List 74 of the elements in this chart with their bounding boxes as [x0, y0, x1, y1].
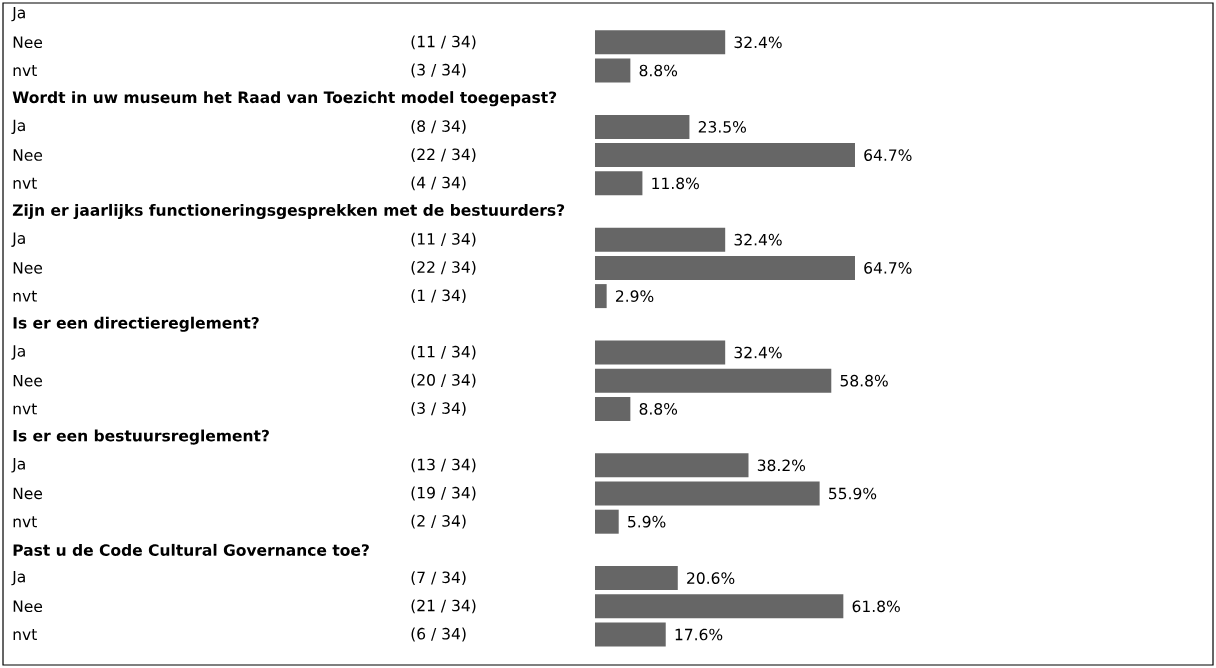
y-tick-label: Is er een bestuursreglement?: [13, 429, 269, 445]
data-label: 8.8%: [639, 403, 678, 415]
text: (19 / 34): [411, 486, 476, 501]
y-tick-label: Ja: [11, 119, 25, 135]
bar: [595, 396, 631, 421]
bar: [595, 453, 749, 478]
data-label: 32.4%: [734, 233, 782, 246]
text: (22 / 34): [411, 148, 476, 162]
text: (8 / 34): [411, 119, 466, 134]
data-label: 32.4%: [734, 36, 782, 49]
text: (6 / 34): [411, 627, 466, 642]
y-tick-label: nvt: [13, 65, 37, 76]
data-label: 20.6%: [687, 572, 735, 584]
y-tick-label: Ja: [11, 458, 25, 473]
data-label: 61.8%: [852, 600, 900, 613]
text: (7 / 34): [411, 571, 466, 585]
y-tick-label: nvt: [13, 516, 37, 528]
y-tick-label: Nee: [13, 262, 43, 274]
data-label: 23.5%: [698, 121, 746, 133]
y-tick-label: Ja: [11, 6, 25, 22]
data-label: 64.7%: [864, 262, 912, 274]
text: (4 / 34): [411, 176, 466, 191]
data-label: 2.9%: [615, 290, 654, 302]
text: (11 / 34): [411, 232, 476, 247]
bar: [595, 509, 619, 534]
bar: [595, 171, 643, 196]
bar: [595, 566, 678, 591]
bar: [595, 284, 607, 309]
bar: [595, 30, 726, 55]
text: (20 / 34): [411, 373, 476, 388]
data-label: 32.4%: [734, 346, 782, 359]
text: (13 / 34): [411, 458, 476, 473]
y-tick-label: Nee: [13, 149, 43, 161]
bar: [595, 481, 820, 506]
y-tick-label: Zijn er jaarlijks functioneringsgesprekken met de bestuurders?: [12, 203, 565, 220]
bar: [595, 143, 855, 168]
bar: [595, 227, 726, 252]
data-label: 38.2%: [757, 459, 806, 472]
y-tick-label: Ja: [11, 570, 25, 586]
y-tick-label: Past u de Code Cultural Governance toe?: [13, 543, 369, 556]
data-label: 8.8%: [639, 64, 678, 77]
y-tick-label: Is er een directiereglement?: [13, 316, 259, 332]
y-tick-label: nvt: [13, 629, 37, 640]
y-tick-label: Nee: [13, 600, 43, 613]
data-label: 55.9%: [829, 487, 877, 500]
data-label: 11.8%: [652, 177, 699, 190]
y-tick-label: nvt: [13, 177, 37, 189]
bar: [595, 340, 726, 365]
y-tick-label: Nee: [13, 487, 43, 500]
text: (3 / 34): [411, 63, 466, 78]
y-tick-label: nvt: [13, 403, 37, 415]
data-label: 64.7%: [864, 149, 912, 161]
y-tick-label: Ja: [11, 232, 25, 247]
bar: [595, 114, 690, 139]
data-label: 5.9%: [628, 515, 666, 528]
y-tick-label: nvt: [13, 290, 37, 302]
bar: [595, 622, 666, 647]
text: (2 / 34): [411, 514, 466, 529]
bar: [595, 594, 844, 619]
bar: [595, 368, 832, 393]
data-label: 58.8%: [840, 374, 888, 387]
y-tick-label: Nee: [13, 36, 43, 49]
bar: [595, 58, 631, 83]
data-label: 17.6%: [675, 628, 723, 641]
bar: [595, 255, 855, 280]
text: (11 / 34): [411, 35, 476, 50]
text: (3 / 34): [411, 401, 466, 416]
text: (22 / 34): [411, 260, 476, 275]
text: (1 / 34): [411, 289, 466, 303]
text: (11 / 34): [411, 345, 476, 360]
text: (21 / 34): [411, 599, 476, 614]
y-tick-label: Ja: [11, 345, 25, 360]
y-tick-label: Nee: [13, 374, 43, 387]
y-tick-label: Wordt in uw museum het Raad van Toezicht model toegepast?: [12, 91, 557, 107]
